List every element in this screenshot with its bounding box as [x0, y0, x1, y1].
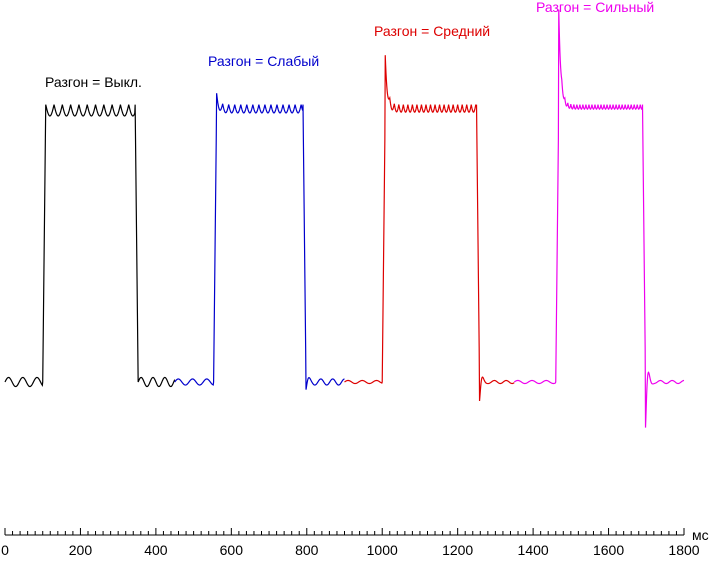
- x-tick-label: 1200: [442, 542, 473, 558]
- x-tick-label: 200: [69, 542, 93, 558]
- series-label-4: Разгон = Сильный: [536, 0, 654, 15]
- series-group: [4, 9, 685, 428]
- x-tick-label: 1000: [367, 542, 398, 558]
- series-label-2: Разгон = Слабый: [208, 53, 319, 69]
- series-line-4: [513, 9, 685, 428]
- x-tick-label: 0: [1, 542, 9, 558]
- x-tick-label: 400: [144, 542, 168, 558]
- x-tick-label: 600: [220, 542, 244, 558]
- x-axis: 0 200 400 600 800 1000 1200 1400 1600 1800: [1, 528, 700, 558]
- series-labels: Разгон = Выкл. Разгон = Слабый Разгон = Ср…: [45, 0, 654, 90]
- series-line-2: [174, 93, 345, 390]
- series-label-3: Разгон = Средний: [374, 23, 490, 39]
- x-axis-unit-label: мс: [692, 527, 709, 543]
- x-tick-label: 800: [295, 542, 319, 558]
- series-line-1: [4, 104, 176, 388]
- series-line-3: [344, 55, 515, 402]
- x-tick-label: 1800: [668, 542, 699, 558]
- x-tick-label: 1600: [593, 542, 624, 558]
- series-label-1: Разгон = Выкл.: [45, 74, 142, 90]
- x-tick-label: 1400: [518, 542, 549, 558]
